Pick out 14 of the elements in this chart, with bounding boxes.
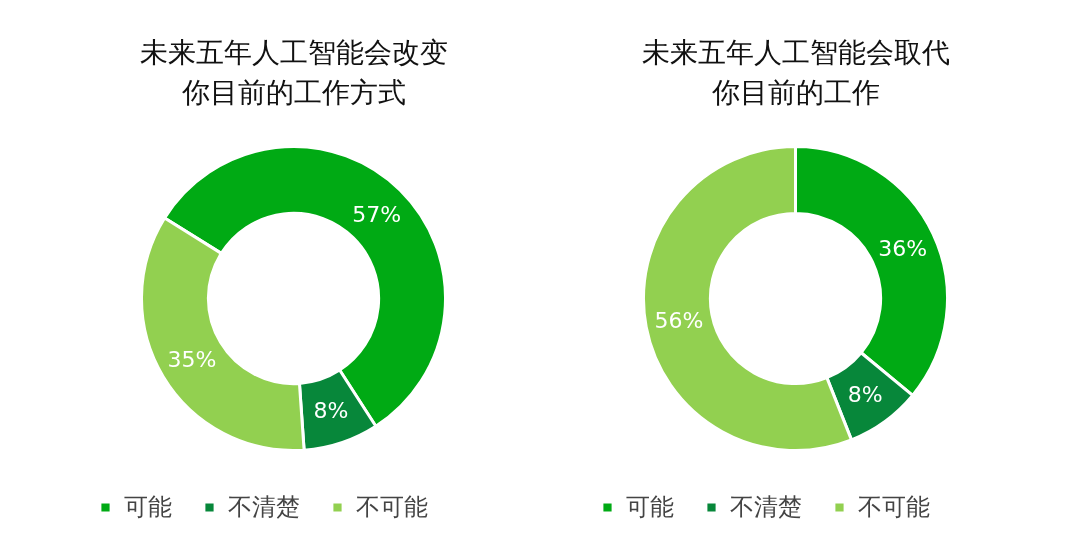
legend-label: 可能 (626, 492, 674, 523)
legend-label: 可能 (124, 492, 172, 523)
data-label: 56% (654, 308, 704, 334)
chart-title: 未来五年人工智能会改变你目前的工作方式 (139, 36, 448, 109)
data-label: 36% (878, 235, 928, 261)
chart-title: 未来五年人工智能会取代你目前的工作 (641, 36, 950, 109)
data-label: 57% (352, 201, 402, 227)
legend-label: 不清楚 (730, 492, 802, 523)
data-label: 8% (313, 398, 349, 424)
legend-label: 不可能 (356, 492, 428, 523)
legend-label: 不清楚 (228, 492, 300, 523)
data-label: 35% (167, 347, 217, 373)
data-label: 8% (847, 381, 883, 407)
legend-label: 不可能 (858, 492, 930, 523)
